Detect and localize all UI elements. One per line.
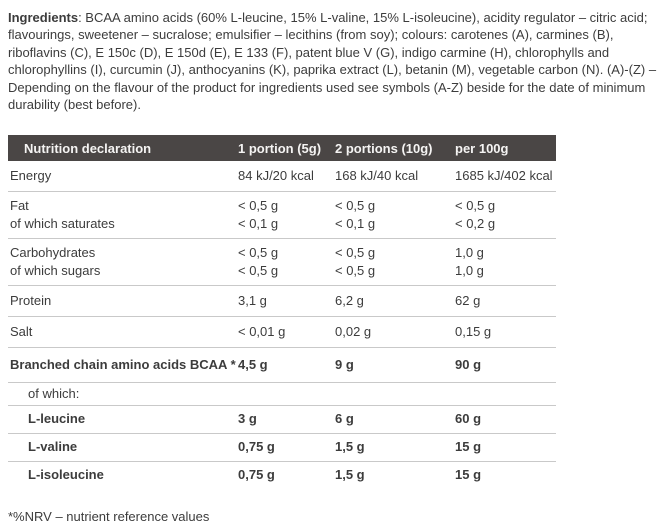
row-value-per100g: < 0,2 g bbox=[455, 215, 556, 240]
row-label: Branched chain amino acids BCAA * bbox=[8, 347, 238, 384]
row-value-portion1 bbox=[238, 382, 335, 407]
header-nutrition-declaration: Nutrition declaration bbox=[8, 135, 238, 162]
row-value-portion2: < 0,5 g bbox=[335, 245, 376, 261]
row-label: L-isoleucine bbox=[28, 467, 104, 483]
row-label: L-valine bbox=[8, 433, 238, 463]
ingredients-label: Ingredients bbox=[8, 10, 79, 25]
row-value-portion2: < 0,1 g bbox=[335, 215, 455, 240]
row-label: Carbohydrates bbox=[10, 245, 96, 261]
row-value-per100g: 90 g bbox=[455, 347, 556, 384]
table-header-row: Nutrition declaration 1 portion (5g) 2 p… bbox=[8, 135, 556, 162]
table-row: L-valine 0,75 g 1,5 g 15 g bbox=[8, 433, 556, 463]
row-value-per100g: 1,0 g bbox=[455, 262, 556, 287]
row-value-portion1: < 0,5 g bbox=[238, 198, 279, 214]
table-row: of which saturates < 0,1 g < 0,1 g < 0,2… bbox=[8, 215, 556, 240]
row-label: of which sugars bbox=[8, 262, 238, 287]
row-value-portion1: 0,75 g bbox=[238, 467, 275, 483]
table-row: L-leucine 3 g 6 g 60 g bbox=[8, 405, 556, 435]
row-label: Protein bbox=[8, 285, 238, 318]
header-2-portions: 2 portions (10g) bbox=[335, 135, 455, 162]
row-value-per100g: < 0,5 g bbox=[455, 198, 496, 214]
row-value-portion2: 0,02 g bbox=[335, 316, 455, 349]
row-value-per100g bbox=[455, 382, 556, 407]
row-value-per100g: 60 g bbox=[455, 405, 556, 435]
row-value-portion2: 9 g bbox=[335, 347, 455, 384]
table-row: of which sugars < 0,5 g < 0,5 g 1,0 g bbox=[8, 262, 556, 287]
row-value-portion1: 0,75 g bbox=[238, 433, 335, 463]
nutrition-table: Nutrition declaration 1 portion (5g) 2 p… bbox=[8, 135, 556, 489]
table-row: Fat < 0,5 g < 0,5 g < 0,5 g bbox=[8, 192, 556, 216]
row-label: Fat bbox=[10, 198, 29, 214]
row-value-portion2: 6,2 g bbox=[335, 285, 455, 318]
row-value-portion2: 6 g bbox=[335, 405, 455, 435]
header-per-100g: per 100g bbox=[455, 135, 556, 162]
nutrition-table-body: Energy 84 kJ/20 kcal 168 kJ/40 kcal 1685… bbox=[8, 161, 556, 489]
row-value-portion2: 1,5 g bbox=[335, 433, 455, 463]
row-value-portion1: 3,1 g bbox=[238, 285, 335, 318]
row-value-per100g: 15 g bbox=[455, 467, 482, 483]
row-value-portion1: 3 g bbox=[238, 405, 335, 435]
table-row: Energy 84 kJ/20 kcal 168 kJ/40 kcal 1685… bbox=[8, 161, 556, 193]
row-value-portion2 bbox=[335, 382, 455, 407]
nrv-footnote: *%NRV – nutrient reference values bbox=[8, 509, 210, 525]
row-label: Energy bbox=[8, 161, 238, 193]
header-1-portion: 1 portion (5g) bbox=[238, 135, 335, 162]
row-value-portion1: 84 kJ/20 kcal bbox=[238, 161, 335, 193]
row-value-per100g: 1685 kJ/402 kcal bbox=[455, 161, 556, 193]
row-value-per100g: 0,15 g bbox=[455, 316, 556, 349]
row-value-portion1: 4,5 g bbox=[238, 347, 335, 384]
row-value-portion2: 168 kJ/40 kcal bbox=[335, 161, 455, 193]
table-row: of which: bbox=[8, 382, 556, 407]
row-label: of which saturates bbox=[8, 215, 238, 240]
row-value-per100g: 15 g bbox=[455, 433, 556, 463]
ingredients-text: : BCAA amino acids (60% L-leucine, 15% L… bbox=[8, 10, 657, 113]
row-label: of which: bbox=[8, 382, 238, 407]
row-value-portion1: < 0,01 g bbox=[238, 316, 335, 349]
row-value-per100g: 1,0 g bbox=[455, 245, 484, 261]
row-value-per100g: 62 g bbox=[455, 285, 556, 318]
ingredients-paragraph: Ingredients: BCAA amino acids (60% L-leu… bbox=[8, 9, 664, 113]
row-value-portion2: 1,5 g bbox=[335, 467, 365, 483]
table-row: Branched chain amino acids BCAA * 4,5 g … bbox=[8, 347, 556, 384]
table-row: Salt < 0,01 g 0,02 g 0,15 g bbox=[8, 316, 556, 349]
table-row: L-isoleucine 0,75 g 1,5 g 15 g bbox=[8, 462, 556, 490]
row-label: L-leucine bbox=[8, 405, 238, 435]
row-value-portion1: < 0,1 g bbox=[238, 215, 335, 240]
table-row: Protein 3,1 g 6,2 g 62 g bbox=[8, 285, 556, 318]
row-value-portion2: < 0,5 g bbox=[335, 198, 376, 214]
row-value-portion2: < 0,5 g bbox=[335, 262, 455, 287]
table-row: Carbohydrates < 0,5 g < 0,5 g 1,0 g bbox=[8, 239, 556, 263]
row-value-portion1: < 0,5 g bbox=[238, 245, 279, 261]
row-label: Salt bbox=[8, 316, 238, 349]
row-value-portion1: < 0,5 g bbox=[238, 262, 335, 287]
